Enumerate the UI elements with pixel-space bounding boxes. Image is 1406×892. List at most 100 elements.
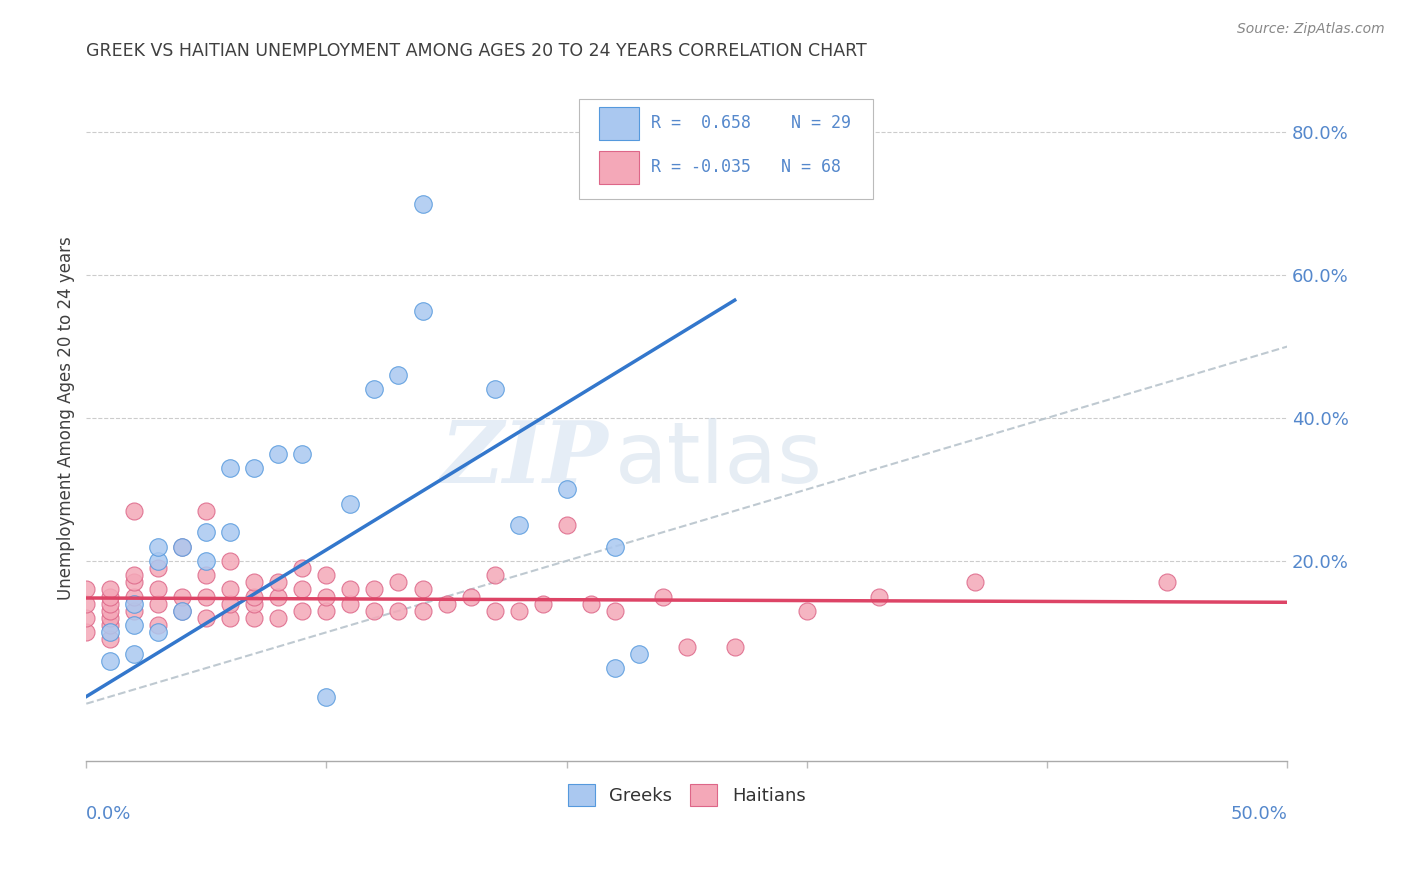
Text: 0.0%: 0.0% (86, 805, 132, 823)
Point (148, 597, 170, 611)
Point (363, 582, 385, 597)
Point (436, 597, 458, 611)
Point (412, 582, 434, 597)
Point (98, 604, 121, 618)
Text: R = -0.035   N = 68: R = -0.035 N = 68 (651, 158, 841, 176)
Point (387, 368, 409, 383)
Point (291, 604, 314, 618)
FancyBboxPatch shape (579, 99, 873, 199)
Point (267, 447, 290, 461)
Point (75, 582, 97, 597)
Point (219, 597, 242, 611)
Point (124, 604, 146, 618)
Point (555, 518, 578, 533)
Point (148, 554, 170, 568)
Point (339, 582, 361, 597)
Point (724, 640, 747, 654)
Point (412, 196, 434, 211)
Point (603, 661, 626, 675)
Point (484, 568, 506, 582)
Point (219, 525, 242, 540)
Point (98, 618, 121, 632)
Point (267, 575, 290, 590)
Point (172, 604, 194, 618)
Point (291, 582, 314, 597)
Point (98, 654, 121, 668)
Point (291, 561, 314, 575)
Point (75, 625, 97, 640)
Point (675, 640, 697, 654)
Point (555, 483, 578, 497)
Point (124, 647, 146, 661)
Point (172, 604, 194, 618)
Point (148, 561, 170, 575)
Point (508, 604, 530, 618)
Point (387, 575, 409, 590)
Point (124, 618, 146, 632)
Point (603, 540, 626, 554)
Point (243, 461, 266, 475)
Point (627, 647, 650, 661)
Point (219, 461, 242, 475)
Point (531, 597, 554, 611)
Point (124, 597, 146, 611)
Point (219, 582, 242, 597)
Point (243, 575, 266, 590)
Point (243, 590, 266, 604)
Point (315, 590, 337, 604)
Point (98, 597, 121, 611)
Point (508, 518, 530, 533)
Point (243, 597, 266, 611)
Point (195, 525, 218, 540)
Point (1156, 575, 1178, 590)
Point (172, 590, 194, 604)
FancyBboxPatch shape (599, 107, 638, 140)
Point (387, 604, 409, 618)
Legend: Greeks, Haitians: Greeks, Haitians (561, 777, 813, 814)
Point (98, 590, 121, 604)
Point (148, 625, 170, 640)
Text: ZIP: ZIP (440, 417, 609, 501)
Point (195, 611, 218, 625)
Point (98, 582, 121, 597)
Text: GREEK VS HAITIAN UNEMPLOYMENT AMONG AGES 20 TO 24 YEARS CORRELATION CHART: GREEK VS HAITIAN UNEMPLOYMENT AMONG AGES… (86, 42, 868, 60)
Point (124, 568, 146, 582)
Point (412, 304, 434, 318)
Point (124, 575, 146, 590)
Y-axis label: Unemployment Among Ages 20 to 24 years: Unemployment Among Ages 20 to 24 years (58, 236, 75, 600)
Point (363, 604, 385, 618)
Point (195, 568, 218, 582)
Point (172, 540, 194, 554)
Point (243, 611, 266, 625)
Point (339, 597, 361, 611)
Point (315, 568, 337, 582)
Point (868, 590, 890, 604)
Point (75, 597, 97, 611)
Point (148, 618, 170, 632)
Point (124, 590, 146, 604)
Text: R =  0.658    N = 29: R = 0.658 N = 29 (651, 114, 851, 132)
Point (195, 590, 218, 604)
Point (579, 597, 602, 611)
Point (195, 554, 218, 568)
Point (148, 582, 170, 597)
Point (219, 554, 242, 568)
Point (195, 504, 218, 518)
Point (98, 625, 121, 640)
Text: atlas: atlas (614, 417, 823, 500)
Point (603, 604, 626, 618)
Point (484, 604, 506, 618)
Point (267, 590, 290, 604)
Point (219, 611, 242, 625)
Point (291, 447, 314, 461)
Text: Source: ZipAtlas.com: Source: ZipAtlas.com (1237, 22, 1385, 37)
Point (148, 540, 170, 554)
Point (267, 611, 290, 625)
Point (315, 604, 337, 618)
Point (315, 690, 337, 704)
Text: 50.0%: 50.0% (1230, 805, 1286, 823)
Point (963, 575, 986, 590)
Point (339, 497, 361, 511)
Point (484, 383, 506, 397)
Point (460, 590, 482, 604)
